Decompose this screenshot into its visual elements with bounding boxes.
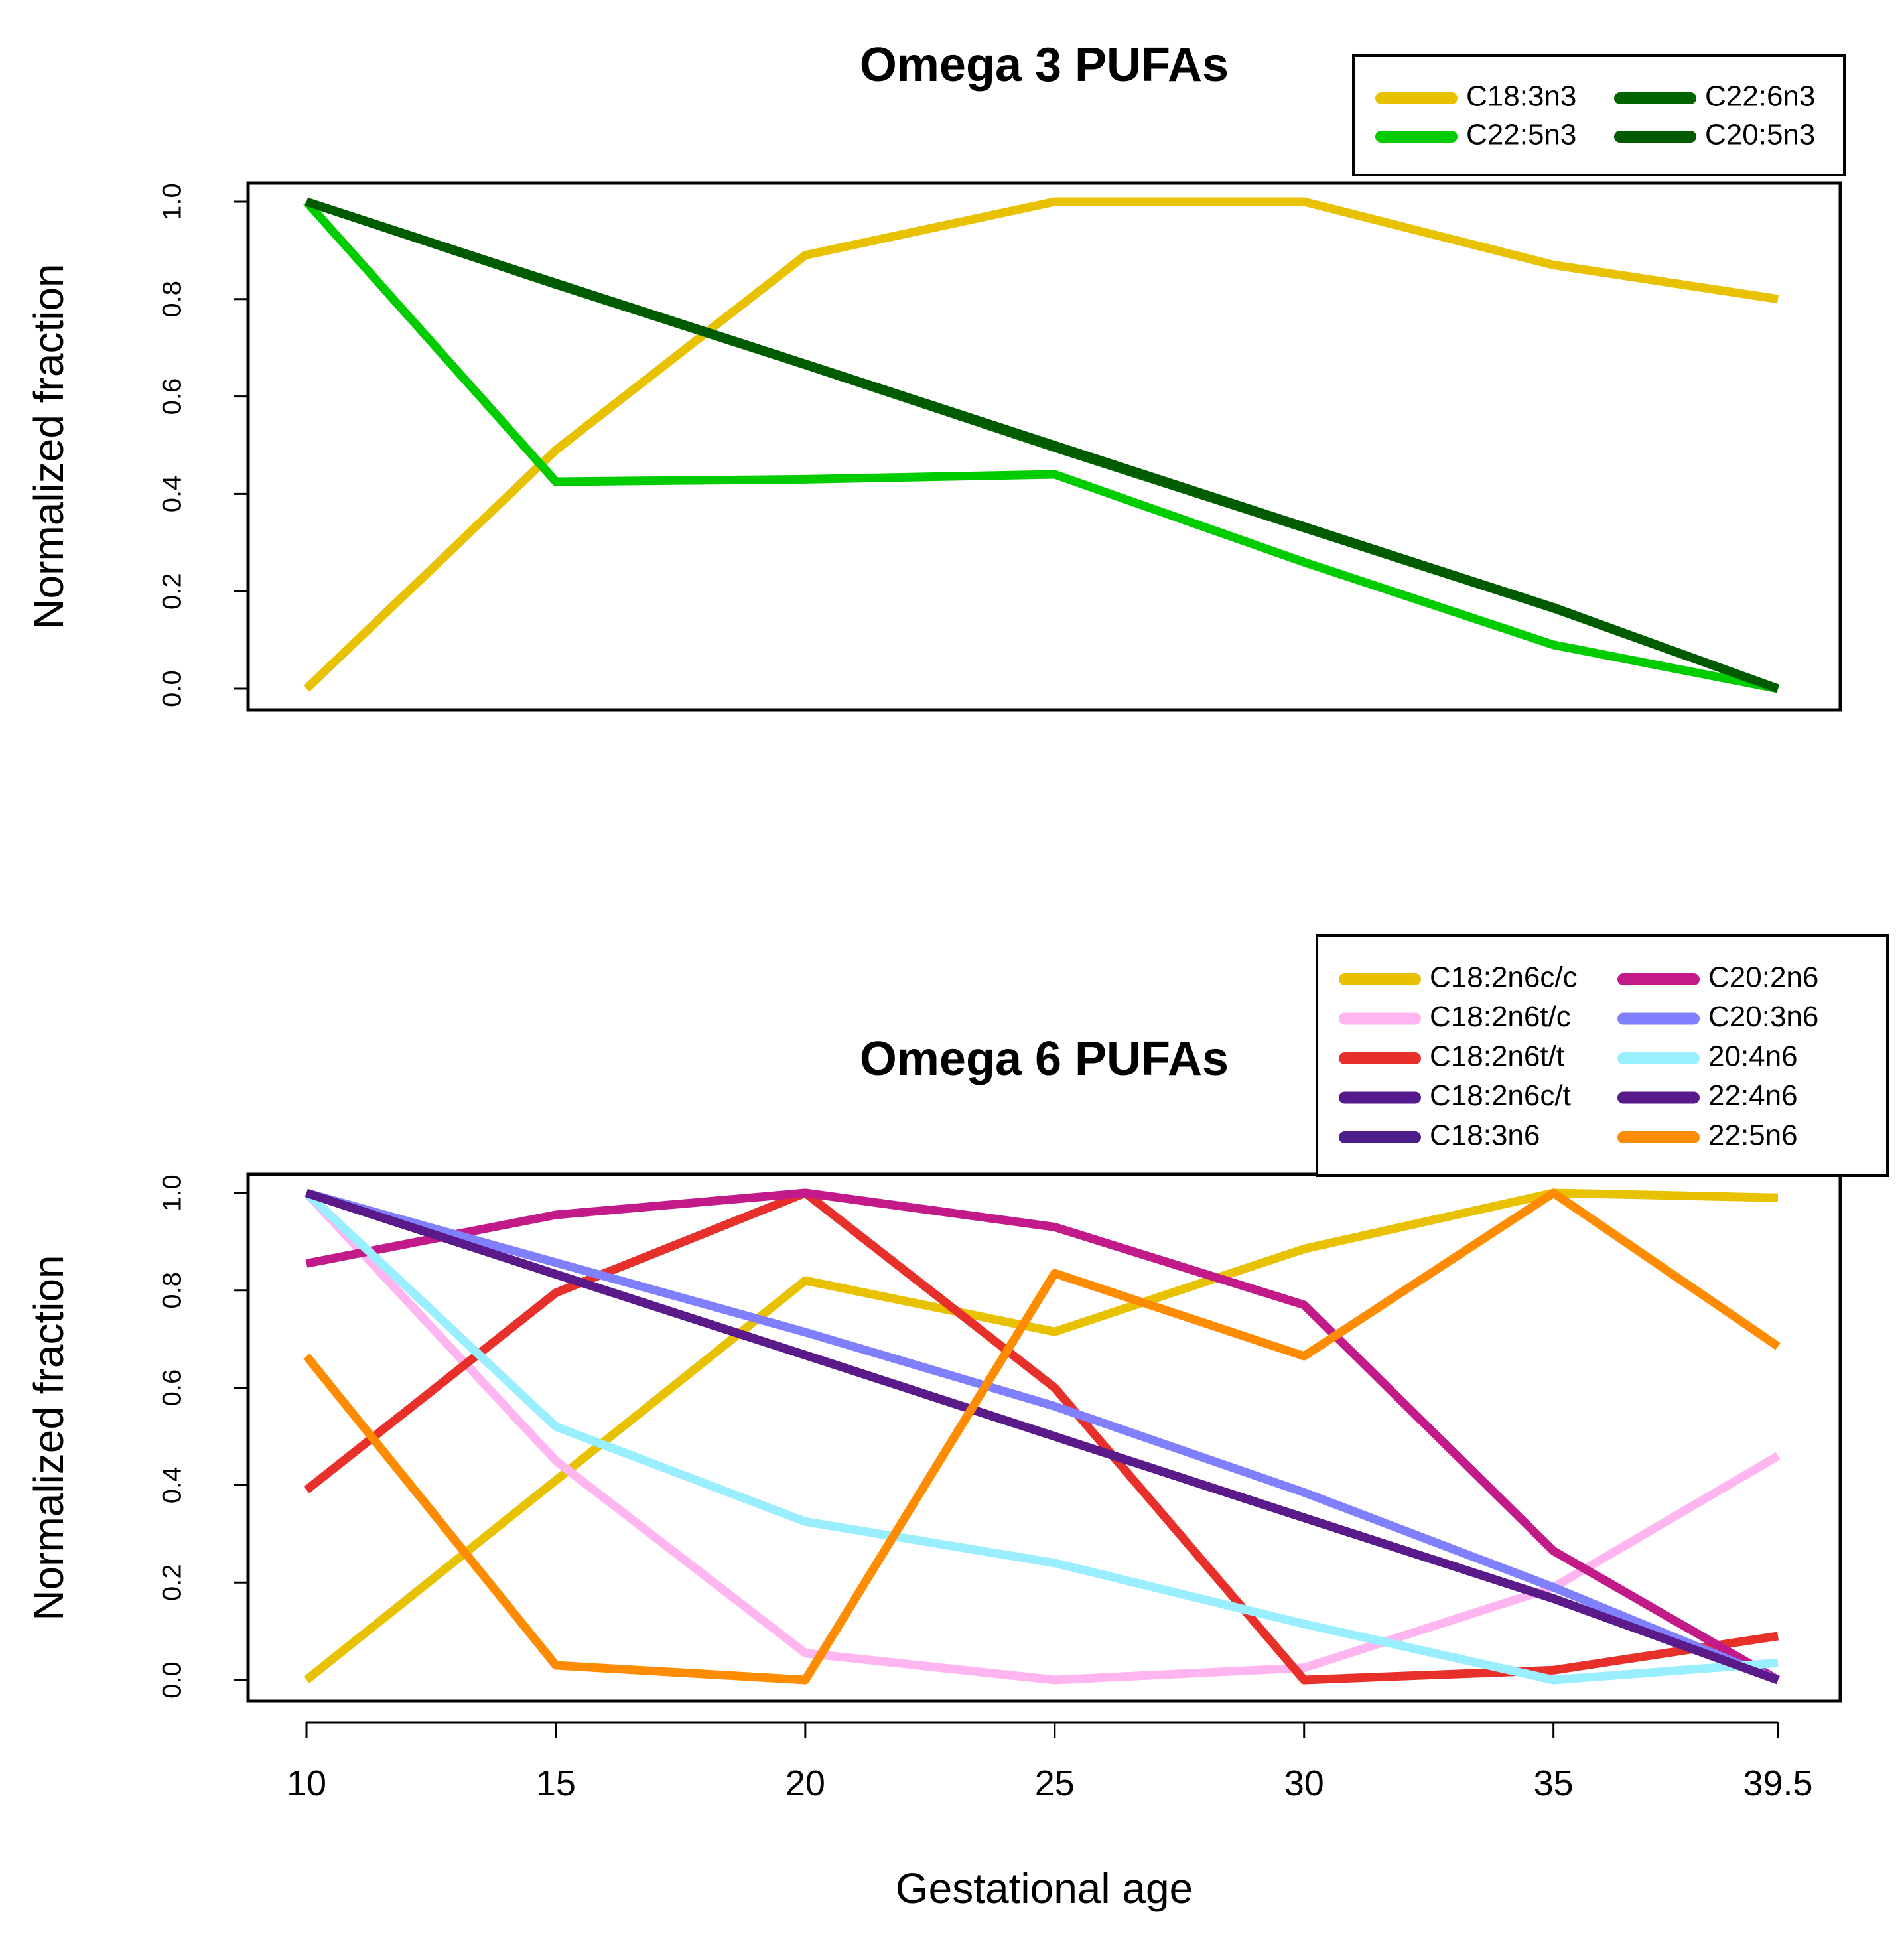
y-tick-label: 0.4 xyxy=(158,1467,187,1504)
series-line xyxy=(305,1188,1780,1685)
x-tick-label: 35 xyxy=(1534,1764,1574,1803)
plot-frame xyxy=(246,181,1842,712)
legend-box xyxy=(1352,54,1846,176)
legend-label: C18:2n6c/t xyxy=(1430,1079,1571,1112)
y-tick-label: 0.8 xyxy=(158,1272,187,1309)
y-tick-label: 0.2 xyxy=(158,573,187,610)
y-tick-label: 0.0 xyxy=(158,1661,187,1699)
legend-label: C20:2n6 xyxy=(1708,961,1818,994)
series-line xyxy=(303,1188,1781,1685)
x-tick-label: 15 xyxy=(536,1764,576,1803)
x-axis-label: Gestational age xyxy=(896,1864,1193,1912)
legend-label: 22:4n6 xyxy=(1708,1079,1798,1112)
x-tick-label: 25 xyxy=(1035,1764,1075,1803)
legend-label: C18:2n6c/c xyxy=(1430,961,1578,994)
y-axis-label: Normalized fraction xyxy=(25,263,72,629)
legend: C18:2n6c/c C18:2n6t/c C18:2n6t/t C18:2n6c/t… xyxy=(1316,934,1889,1177)
plot-frame xyxy=(246,1172,1842,1703)
series-line xyxy=(303,198,1779,693)
legend-label: 20:4n6 xyxy=(1708,1040,1798,1073)
legend-label: C20:5n3 xyxy=(1705,119,1815,151)
legend-label: C18:3n6 xyxy=(1430,1119,1540,1152)
y-tick-label: 0.4 xyxy=(158,476,187,513)
x-tick-label: 30 xyxy=(1284,1764,1324,1803)
y-axis-label: Normalized fraction xyxy=(25,1255,72,1620)
series-line xyxy=(303,1190,1779,1685)
y-tick-label: 0.6 xyxy=(158,378,187,415)
y-tick-label: 0.6 xyxy=(158,1369,187,1407)
series-line xyxy=(305,197,1780,693)
y-tick-label: 0.2 xyxy=(158,1564,187,1601)
legend-label: C18:3n3 xyxy=(1466,80,1576,113)
series-line xyxy=(305,1188,1781,1684)
series-line xyxy=(303,1188,1779,1685)
x-tick-label: 10 xyxy=(287,1764,326,1803)
y-tick-label: 0.0 xyxy=(158,670,187,707)
legend: C18:3n3 C22:5n3 C22:6n3 C20:5n3 xyxy=(1352,54,1846,176)
y-tick-label: 0.8 xyxy=(158,281,187,318)
legend-label: C20:3n6 xyxy=(1708,1001,1818,1033)
legend-label: C22:5n3 xyxy=(1466,119,1576,151)
legend-label: C18:2n6t/c xyxy=(1430,1001,1571,1033)
x-tick-label: 39.5 xyxy=(1743,1764,1812,1803)
legend-label: 22:5n6 xyxy=(1708,1119,1798,1152)
omega3-panel: Omega 3 PUFAs Normalized fraction 0.0 0.2 0.… xyxy=(25,38,1846,712)
x-tick-label: 20 xyxy=(785,1764,825,1803)
series-line xyxy=(305,1188,1780,1685)
omega6-panel: Omega 6 PUFAs Normalized fraction 0.0 0.2 0.… xyxy=(25,934,1889,1912)
series-line xyxy=(303,197,1779,692)
y-tick-label: 1.0 xyxy=(158,1174,187,1212)
chart-title: Omega 3 PUFAs xyxy=(860,38,1229,92)
legend-label: C18:2n6t/t xyxy=(1430,1040,1564,1073)
chart-title: Omega 6 PUFAs xyxy=(860,1032,1229,1085)
y-tick-label: 1.0 xyxy=(158,183,187,220)
legend-label: C22:6n3 xyxy=(1705,80,1815,113)
